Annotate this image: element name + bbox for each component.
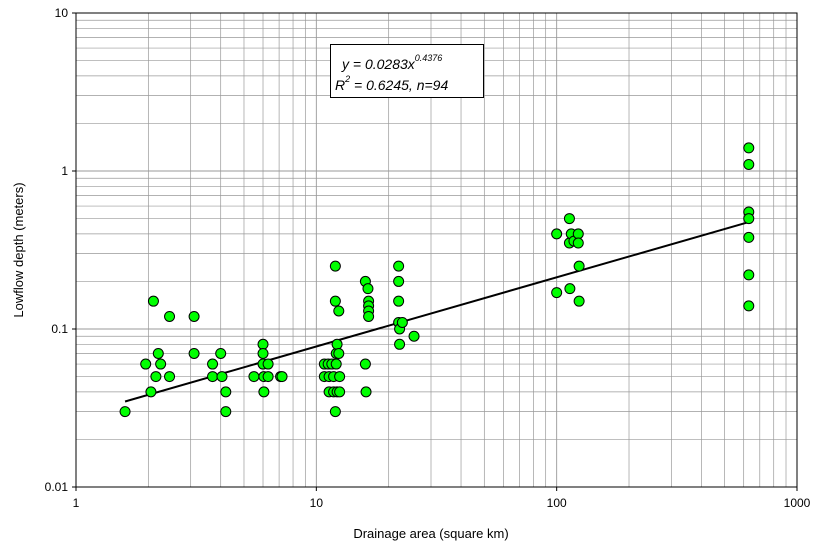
data-point bbox=[140, 358, 152, 370]
data-point bbox=[393, 275, 405, 287]
data-point bbox=[362, 283, 374, 295]
data-point bbox=[257, 347, 269, 359]
data-point bbox=[145, 386, 157, 398]
x-tick-label: 1 bbox=[73, 496, 80, 510]
data-point bbox=[408, 330, 420, 342]
data-point bbox=[396, 316, 408, 328]
data-point bbox=[258, 386, 270, 398]
data-point bbox=[329, 260, 341, 272]
data-point bbox=[329, 406, 341, 418]
data-point bbox=[743, 158, 755, 170]
data-point bbox=[164, 310, 176, 322]
data-point bbox=[207, 358, 219, 370]
data-point bbox=[330, 358, 342, 370]
data-point bbox=[334, 371, 346, 383]
y-tick-label: 0.01 bbox=[45, 480, 69, 494]
equation-text: y = 0.0283x bbox=[342, 56, 415, 72]
y-tick-label: 10 bbox=[55, 6, 69, 20]
regression-equation-box: y = 0.0283x0.4376 R2 = 0.6245, n=94 bbox=[330, 44, 484, 98]
data-point bbox=[359, 358, 371, 370]
data-point bbox=[564, 283, 576, 295]
data-point bbox=[573, 260, 585, 272]
data-point bbox=[333, 347, 345, 359]
data-point bbox=[207, 371, 219, 383]
y-tick-label: 0.1 bbox=[51, 322, 68, 336]
data-point bbox=[248, 371, 260, 383]
data-point bbox=[572, 228, 584, 240]
data-point bbox=[743, 231, 755, 243]
data-point bbox=[329, 295, 341, 307]
data-point bbox=[393, 295, 405, 307]
data-point bbox=[743, 300, 755, 312]
data-point bbox=[333, 305, 345, 317]
trendline bbox=[124, 221, 750, 403]
r-squared-symbol: R bbox=[335, 77, 346, 93]
data-point bbox=[572, 237, 584, 249]
data-point bbox=[119, 406, 131, 418]
data-points bbox=[119, 142, 755, 418]
data-point bbox=[262, 358, 274, 370]
data-point bbox=[257, 338, 269, 350]
data-point bbox=[220, 406, 232, 418]
data-point bbox=[216, 371, 228, 383]
trendline-group bbox=[124, 221, 750, 403]
x-tick-label: 1000 bbox=[784, 496, 811, 510]
equation-exponent: 0.4376 bbox=[414, 53, 443, 63]
r-squared-stat: R2 = 0.6245, n=94 bbox=[335, 74, 449, 93]
y-axis-label: Lowflow depth (meters) bbox=[11, 182, 26, 317]
data-point bbox=[331, 338, 343, 350]
data-point bbox=[363, 310, 375, 322]
x-axis-label: Drainage area (square km) bbox=[353, 526, 508, 541]
x-tick-label: 10 bbox=[310, 496, 324, 510]
data-point bbox=[220, 386, 232, 398]
data-point bbox=[551, 287, 563, 299]
data-point bbox=[743, 269, 755, 281]
data-point bbox=[188, 347, 200, 359]
data-point bbox=[743, 213, 755, 225]
data-point bbox=[262, 371, 274, 383]
x-tick-label: 100 bbox=[547, 496, 567, 510]
data-point bbox=[394, 338, 406, 350]
data-point bbox=[147, 295, 159, 307]
data-point bbox=[164, 371, 176, 383]
r-squared-exponent: 2 bbox=[345, 74, 351, 84]
tick-labels: 1 10 100 1000 10 1 0.1 0.01 bbox=[45, 6, 811, 510]
data-point bbox=[551, 228, 563, 240]
data-point bbox=[393, 260, 405, 272]
r-squared-value: = 0.6245, n=94 bbox=[350, 77, 449, 93]
data-point bbox=[150, 371, 162, 383]
data-point bbox=[188, 310, 200, 322]
data-point bbox=[152, 347, 164, 359]
plot-area bbox=[75, 12, 798, 488]
data-point bbox=[563, 213, 575, 225]
data-point bbox=[743, 142, 755, 154]
data-point bbox=[155, 358, 167, 370]
y-tick-label: 1 bbox=[61, 164, 68, 178]
data-point bbox=[215, 347, 227, 359]
data-point bbox=[573, 295, 585, 307]
data-point bbox=[276, 371, 288, 383]
regression-equation: y = 0.0283x0.4376 bbox=[342, 53, 443, 72]
data-point bbox=[360, 386, 372, 398]
data-point bbox=[334, 386, 346, 398]
